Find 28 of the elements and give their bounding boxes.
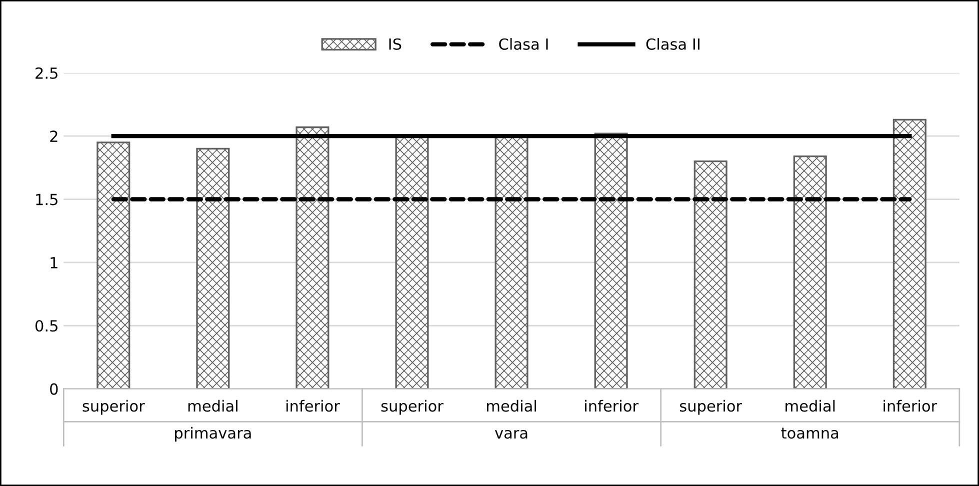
bar: [594, 132, 628, 389]
y-tick-label: 2: [50, 130, 58, 142]
x-tick-label: medial: [786, 400, 835, 412]
y-tick-label: 2.5: [36, 67, 58, 79]
x-tick-label: medial: [487, 400, 536, 412]
x-tick-label: superior: [381, 400, 444, 415]
x-tick-label: inferior: [884, 400, 938, 412]
x-tick-label: inferior: [286, 400, 340, 412]
bar: [296, 126, 330, 389]
legend-label: IS: [389, 38, 402, 50]
y-tick-label: 0.5: [35, 320, 58, 332]
text: vara: [494, 430, 528, 439]
x-tick-label: superior: [680, 400, 742, 415]
legend-label: Clasa II: [646, 38, 700, 50]
bar: [793, 155, 827, 389]
bar: [196, 148, 230, 389]
y-tick-label: 1.5: [36, 194, 58, 206]
x-tick-label: inferior: [585, 400, 638, 412]
y-tick-label: 1: [50, 257, 58, 268]
x-tick-label: superior: [82, 400, 145, 415]
x-tick-label: medial: [188, 400, 238, 412]
bar: [96, 142, 130, 389]
y-tick-label: 0: [50, 383, 58, 395]
bar: [694, 160, 728, 389]
bar: [892, 118, 926, 389]
text: toamna: [781, 428, 838, 439]
text: primavara: [175, 426, 251, 442]
legend-label: Clasa I: [499, 38, 548, 50]
